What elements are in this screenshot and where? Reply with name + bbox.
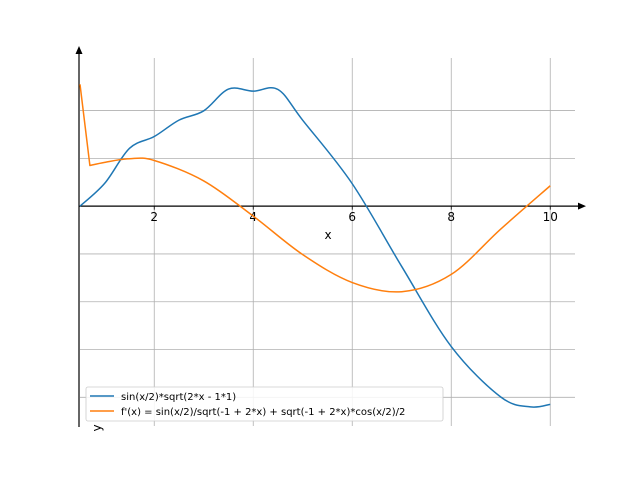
series-line-2 <box>79 84 551 293</box>
legend: sin(x/2)*sqrt(2*x - 1*1) f'(x) = sin(x/2… <box>85 386 444 422</box>
x-gridlines <box>153 58 551 426</box>
y-axis-label: y <box>90 424 104 431</box>
legend-frame <box>85 386 444 422</box>
x-tick-label: 10 <box>543 210 558 224</box>
x-tick-label: 6 <box>348 210 356 224</box>
x-tick-label: 2 <box>150 210 158 224</box>
x-axis-arrow <box>578 202 586 210</box>
x-ticks: 2 4 6 8 10 <box>150 206 558 224</box>
x-axis-label: x <box>324 228 331 242</box>
legend-label-series-2: f'(x) = sin(x/2)/sqrt(-1 + 2*x) + sqrt(-… <box>121 407 405 418</box>
legend-label-series-1: sin(x/2)*sqrt(2*x - 1*1) <box>121 392 236 403</box>
x-tick-label: 4 <box>249 210 257 224</box>
series-line-1 <box>79 86 551 408</box>
series-layer <box>79 84 551 408</box>
y-axis-arrow <box>75 46 83 54</box>
x-tick-label: 8 <box>447 210 455 224</box>
axes <box>75 46 586 427</box>
